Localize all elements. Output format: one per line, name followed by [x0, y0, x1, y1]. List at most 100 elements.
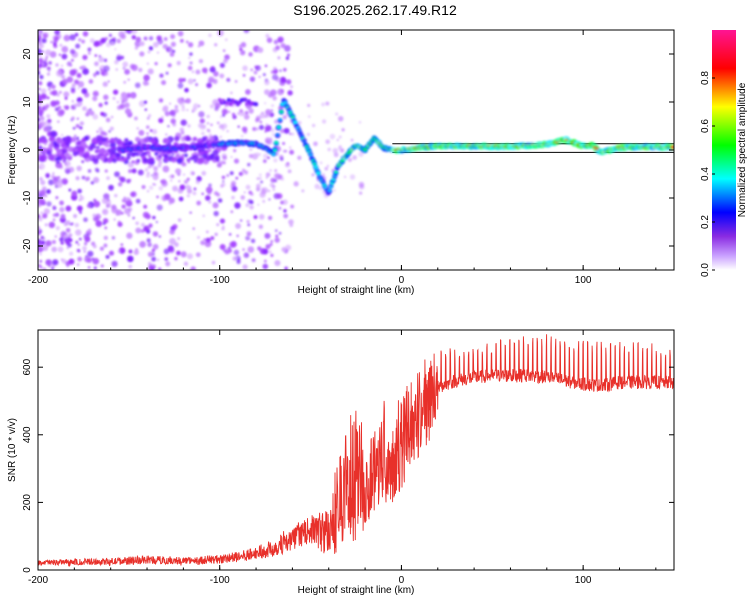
noise-blob — [81, 88, 88, 95]
noise-blob — [321, 173, 325, 177]
x-tick-label: 100 — [575, 575, 592, 586]
noise-blob — [259, 112, 266, 119]
noise-blob — [94, 54, 98, 57]
noise-blob — [150, 138, 156, 144]
noise-blob — [111, 37, 117, 42]
noise-blob — [103, 243, 108, 248]
noise-blob — [135, 227, 142, 234]
noise-blob — [163, 248, 170, 255]
noise-blob — [253, 215, 258, 219]
noise-blob — [182, 173, 186, 176]
noise-blob — [270, 128, 275, 133]
noise-blob — [314, 183, 320, 190]
noise-blob — [103, 65, 110, 72]
noise-blob — [75, 43, 81, 49]
noise-blob — [168, 201, 172, 205]
noise-blob — [208, 135, 215, 142]
noise-blob — [250, 68, 254, 72]
noise-blob — [226, 173, 230, 177]
noise-blob — [98, 102, 103, 108]
noise-blob — [126, 152, 132, 157]
noise-blob — [152, 215, 156, 220]
noise-blob — [282, 67, 287, 72]
noise-blob — [146, 171, 150, 175]
noise-blob — [174, 256, 178, 261]
noise-blob — [221, 175, 226, 180]
noise-blob — [217, 198, 223, 203]
noise-blob — [83, 250, 86, 253]
noise-blob — [44, 223, 48, 227]
noise-blob — [211, 66, 215, 70]
noise-blob — [187, 65, 193, 71]
noise-blob — [270, 177, 276, 183]
noise-blob — [262, 248, 269, 255]
noise-blob — [116, 38, 121, 44]
noise-blob — [287, 169, 292, 174]
noise-blob — [60, 143, 65, 148]
noise-blob — [205, 149, 209, 153]
noise-blob — [265, 172, 271, 178]
noise-blob — [204, 240, 212, 248]
noise-blob — [108, 156, 113, 162]
noise-blob — [127, 140, 134, 146]
noise-blob — [228, 246, 231, 250]
noise-blob — [38, 31, 41, 35]
noise-blob — [71, 100, 74, 103]
noise-blob — [112, 89, 119, 95]
noise-blob — [199, 118, 205, 124]
noise-blob — [195, 69, 201, 75]
noise-blob — [85, 176, 90, 181]
noise-blob — [65, 205, 72, 212]
noise-blob — [262, 73, 266, 77]
noise-blob — [134, 40, 142, 48]
noise-blob — [219, 218, 226, 224]
noise-blob — [250, 192, 254, 196]
noise-blob — [88, 145, 94, 151]
noise-blob — [40, 190, 46, 195]
noise-blob — [248, 52, 253, 57]
noise-blob — [273, 119, 279, 124]
noise-blob — [75, 229, 82, 236]
noise-blob — [158, 98, 164, 103]
noise-blob — [264, 124, 272, 132]
noise-blob — [329, 133, 336, 140]
noise-blob — [124, 207, 131, 215]
noise-blob — [261, 111, 264, 114]
noise-blob — [187, 42, 194, 48]
noise-blob — [262, 159, 267, 163]
noise-blob — [192, 191, 197, 196]
noise-blob — [93, 40, 100, 47]
noise-blob — [121, 211, 124, 215]
noise-blob — [247, 246, 255, 253]
noise-blob — [119, 176, 126, 183]
noise-blob — [76, 263, 80, 266]
noise-blob — [192, 136, 198, 142]
noise-blob — [250, 238, 256, 244]
noise-blob — [140, 229, 145, 233]
noise-blob — [193, 187, 197, 191]
noise-blob — [285, 56, 290, 60]
noise-blob — [94, 154, 98, 159]
noise-blob — [255, 127, 259, 131]
noise-blob — [270, 253, 274, 258]
noise-blob — [128, 249, 133, 254]
noise-blob — [151, 263, 155, 267]
noise-blob — [178, 180, 181, 183]
noise-blob — [143, 204, 148, 209]
noise-blob — [192, 227, 195, 230]
noise-blob — [126, 255, 134, 263]
noise-blob — [172, 122, 177, 127]
noise-blob — [59, 206, 65, 213]
noise-blob — [228, 249, 232, 253]
noise-blob — [76, 72, 82, 79]
noise-blob — [104, 226, 108, 230]
noise-blob — [153, 166, 159, 171]
noise-blob — [271, 74, 279, 81]
noise-blob — [60, 133, 64, 137]
noise-blob — [114, 171, 120, 178]
noise-blob — [264, 89, 270, 95]
noise-blob — [72, 68, 78, 75]
noise-blob — [189, 61, 193, 65]
noise-blob — [45, 55, 49, 59]
noise-blob — [269, 169, 273, 172]
